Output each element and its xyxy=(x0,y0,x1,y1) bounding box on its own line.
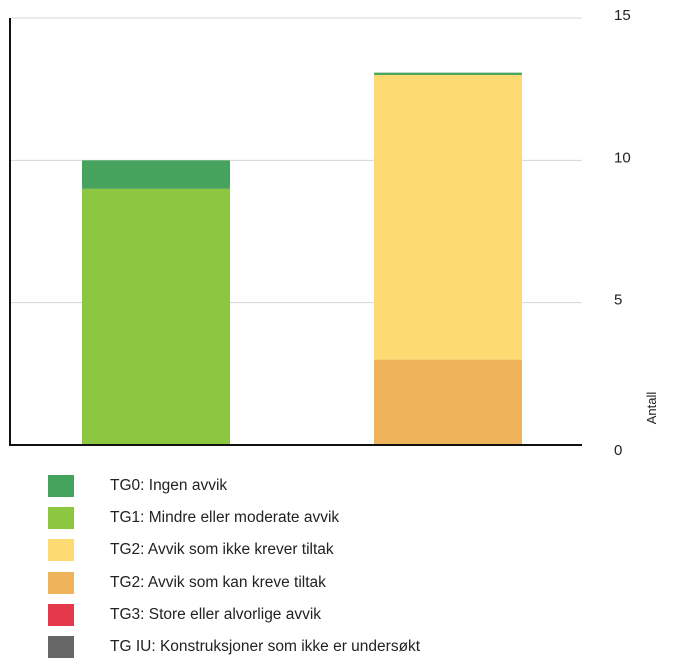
legend-label: TG IU: Konstruksjoner som ikke er unders… xyxy=(110,638,421,656)
bar-segment xyxy=(374,74,522,360)
bar-segment xyxy=(82,160,230,189)
y-tick-label: 15 xyxy=(614,7,631,24)
legend-item: TG IU: Konstruksjoner som ikke er unders… xyxy=(48,631,420,663)
bar-segment xyxy=(374,72,522,75)
y-axis-title: Antall xyxy=(644,392,659,425)
bars xyxy=(82,72,522,446)
y-tick-label: 5 xyxy=(614,292,622,309)
stacked-bar-chart: 0 5 10 15 Antall xyxy=(9,7,659,459)
legend-label: TG2: Avvik som ikke krever tiltak xyxy=(110,541,334,559)
legend-label: TG1: Mindre eller moderate avvik xyxy=(110,509,340,527)
legend-swatch xyxy=(48,539,74,562)
legend-swatch xyxy=(48,507,74,530)
y-tick-label: 10 xyxy=(614,149,631,166)
legend-swatch xyxy=(48,475,74,498)
y-tick-labels: 0 5 10 15 xyxy=(614,7,631,459)
legend-item: TG3: Store eller alvorlige avvik xyxy=(48,599,420,631)
bar-segment xyxy=(82,188,230,446)
legend-label: TG2: Avvik som kan kreve tiltak xyxy=(110,573,326,591)
legend-item: TG2: Avvik som kan kreve tiltak xyxy=(48,567,420,599)
legend-label: TG3: Store eller alvorlige avvik xyxy=(110,605,322,623)
legend-swatch xyxy=(48,636,74,659)
legend-item: TG2: Avvik som ikke krever tiltak xyxy=(48,534,420,566)
legend-label: TG0: Ingen avvik xyxy=(110,477,228,495)
legend: TG0: Ingen avvik TG1: Mindre eller modera… xyxy=(48,470,420,663)
legend-item: TG1: Mindre eller moderate avvik xyxy=(48,502,420,534)
legend-swatch xyxy=(48,603,74,626)
axes xyxy=(9,18,582,446)
legend-swatch xyxy=(48,571,74,594)
legend-item: TG0: Ingen avvik xyxy=(48,470,420,502)
y-tick-label: 0 xyxy=(614,442,622,459)
bar-segment xyxy=(374,359,522,445)
